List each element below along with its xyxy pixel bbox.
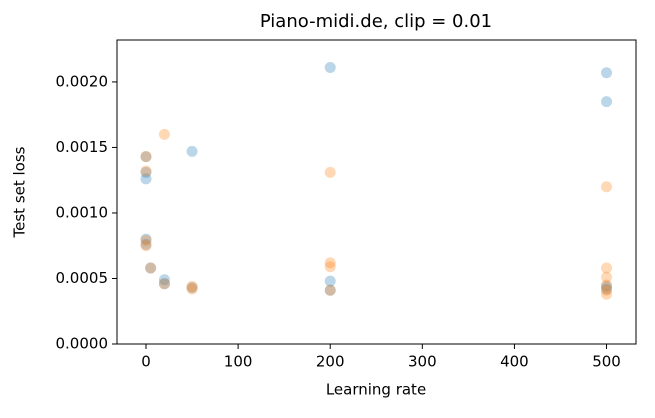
scatter-point xyxy=(158,274,170,286)
scatter-point xyxy=(140,234,152,246)
scatter-point xyxy=(601,283,613,295)
x-tick-label: 200 xyxy=(316,353,345,371)
scatter-point xyxy=(158,128,170,140)
scatter-point xyxy=(158,278,170,290)
scatter-point xyxy=(140,166,152,178)
scatter-point xyxy=(145,262,157,274)
y-tick-label: 0.0010 xyxy=(56,203,109,221)
scatter-point xyxy=(140,240,152,252)
scatter-point xyxy=(601,181,613,193)
chart-title: Piano-midi.de, clip = 0.01 xyxy=(260,11,492,32)
x-tick-label: 300 xyxy=(408,353,437,371)
scatter-point xyxy=(324,284,336,296)
scatter-point xyxy=(140,165,152,177)
plot-frame xyxy=(116,39,637,345)
scatter-point xyxy=(601,279,613,291)
y-tick-label: 0.0020 xyxy=(56,72,109,90)
scatter-point xyxy=(140,151,152,163)
scatter-point xyxy=(601,96,613,108)
scatter-point xyxy=(140,238,152,250)
x-tick-label: 500 xyxy=(592,353,621,371)
scatter-point xyxy=(186,283,198,295)
scatter-point xyxy=(158,278,170,290)
y-tick-label: 0.0015 xyxy=(56,138,109,156)
scatter-point xyxy=(145,262,157,274)
scatter-point xyxy=(324,166,336,178)
scatter-point xyxy=(186,145,198,157)
x-tick-label: 100 xyxy=(224,353,253,371)
scatter-point xyxy=(140,233,152,245)
scatter-point xyxy=(324,261,336,273)
scatter-point xyxy=(140,151,152,163)
scatter-point xyxy=(601,284,613,296)
y-tick-label: 0.0000 xyxy=(56,335,109,353)
scatter-point xyxy=(601,262,613,274)
scatter-point xyxy=(601,280,613,292)
scatter-point xyxy=(324,257,336,269)
x-tick-label: 0 xyxy=(141,353,151,371)
scatter-point xyxy=(601,67,613,79)
scatter-point xyxy=(324,62,336,74)
scatter-point xyxy=(601,288,613,300)
scatter-point xyxy=(186,280,198,292)
scatter-point xyxy=(186,282,198,294)
scatter-point xyxy=(324,275,336,287)
y-axis-label: Test set loss xyxy=(11,146,29,238)
x-axis-label: Learning rate xyxy=(326,381,426,399)
scatter-point xyxy=(324,284,336,296)
scatter-point xyxy=(601,271,613,283)
scatter-point xyxy=(140,173,152,185)
y-tick-label: 0.0005 xyxy=(56,269,109,287)
x-tick-label: 400 xyxy=(500,353,529,371)
